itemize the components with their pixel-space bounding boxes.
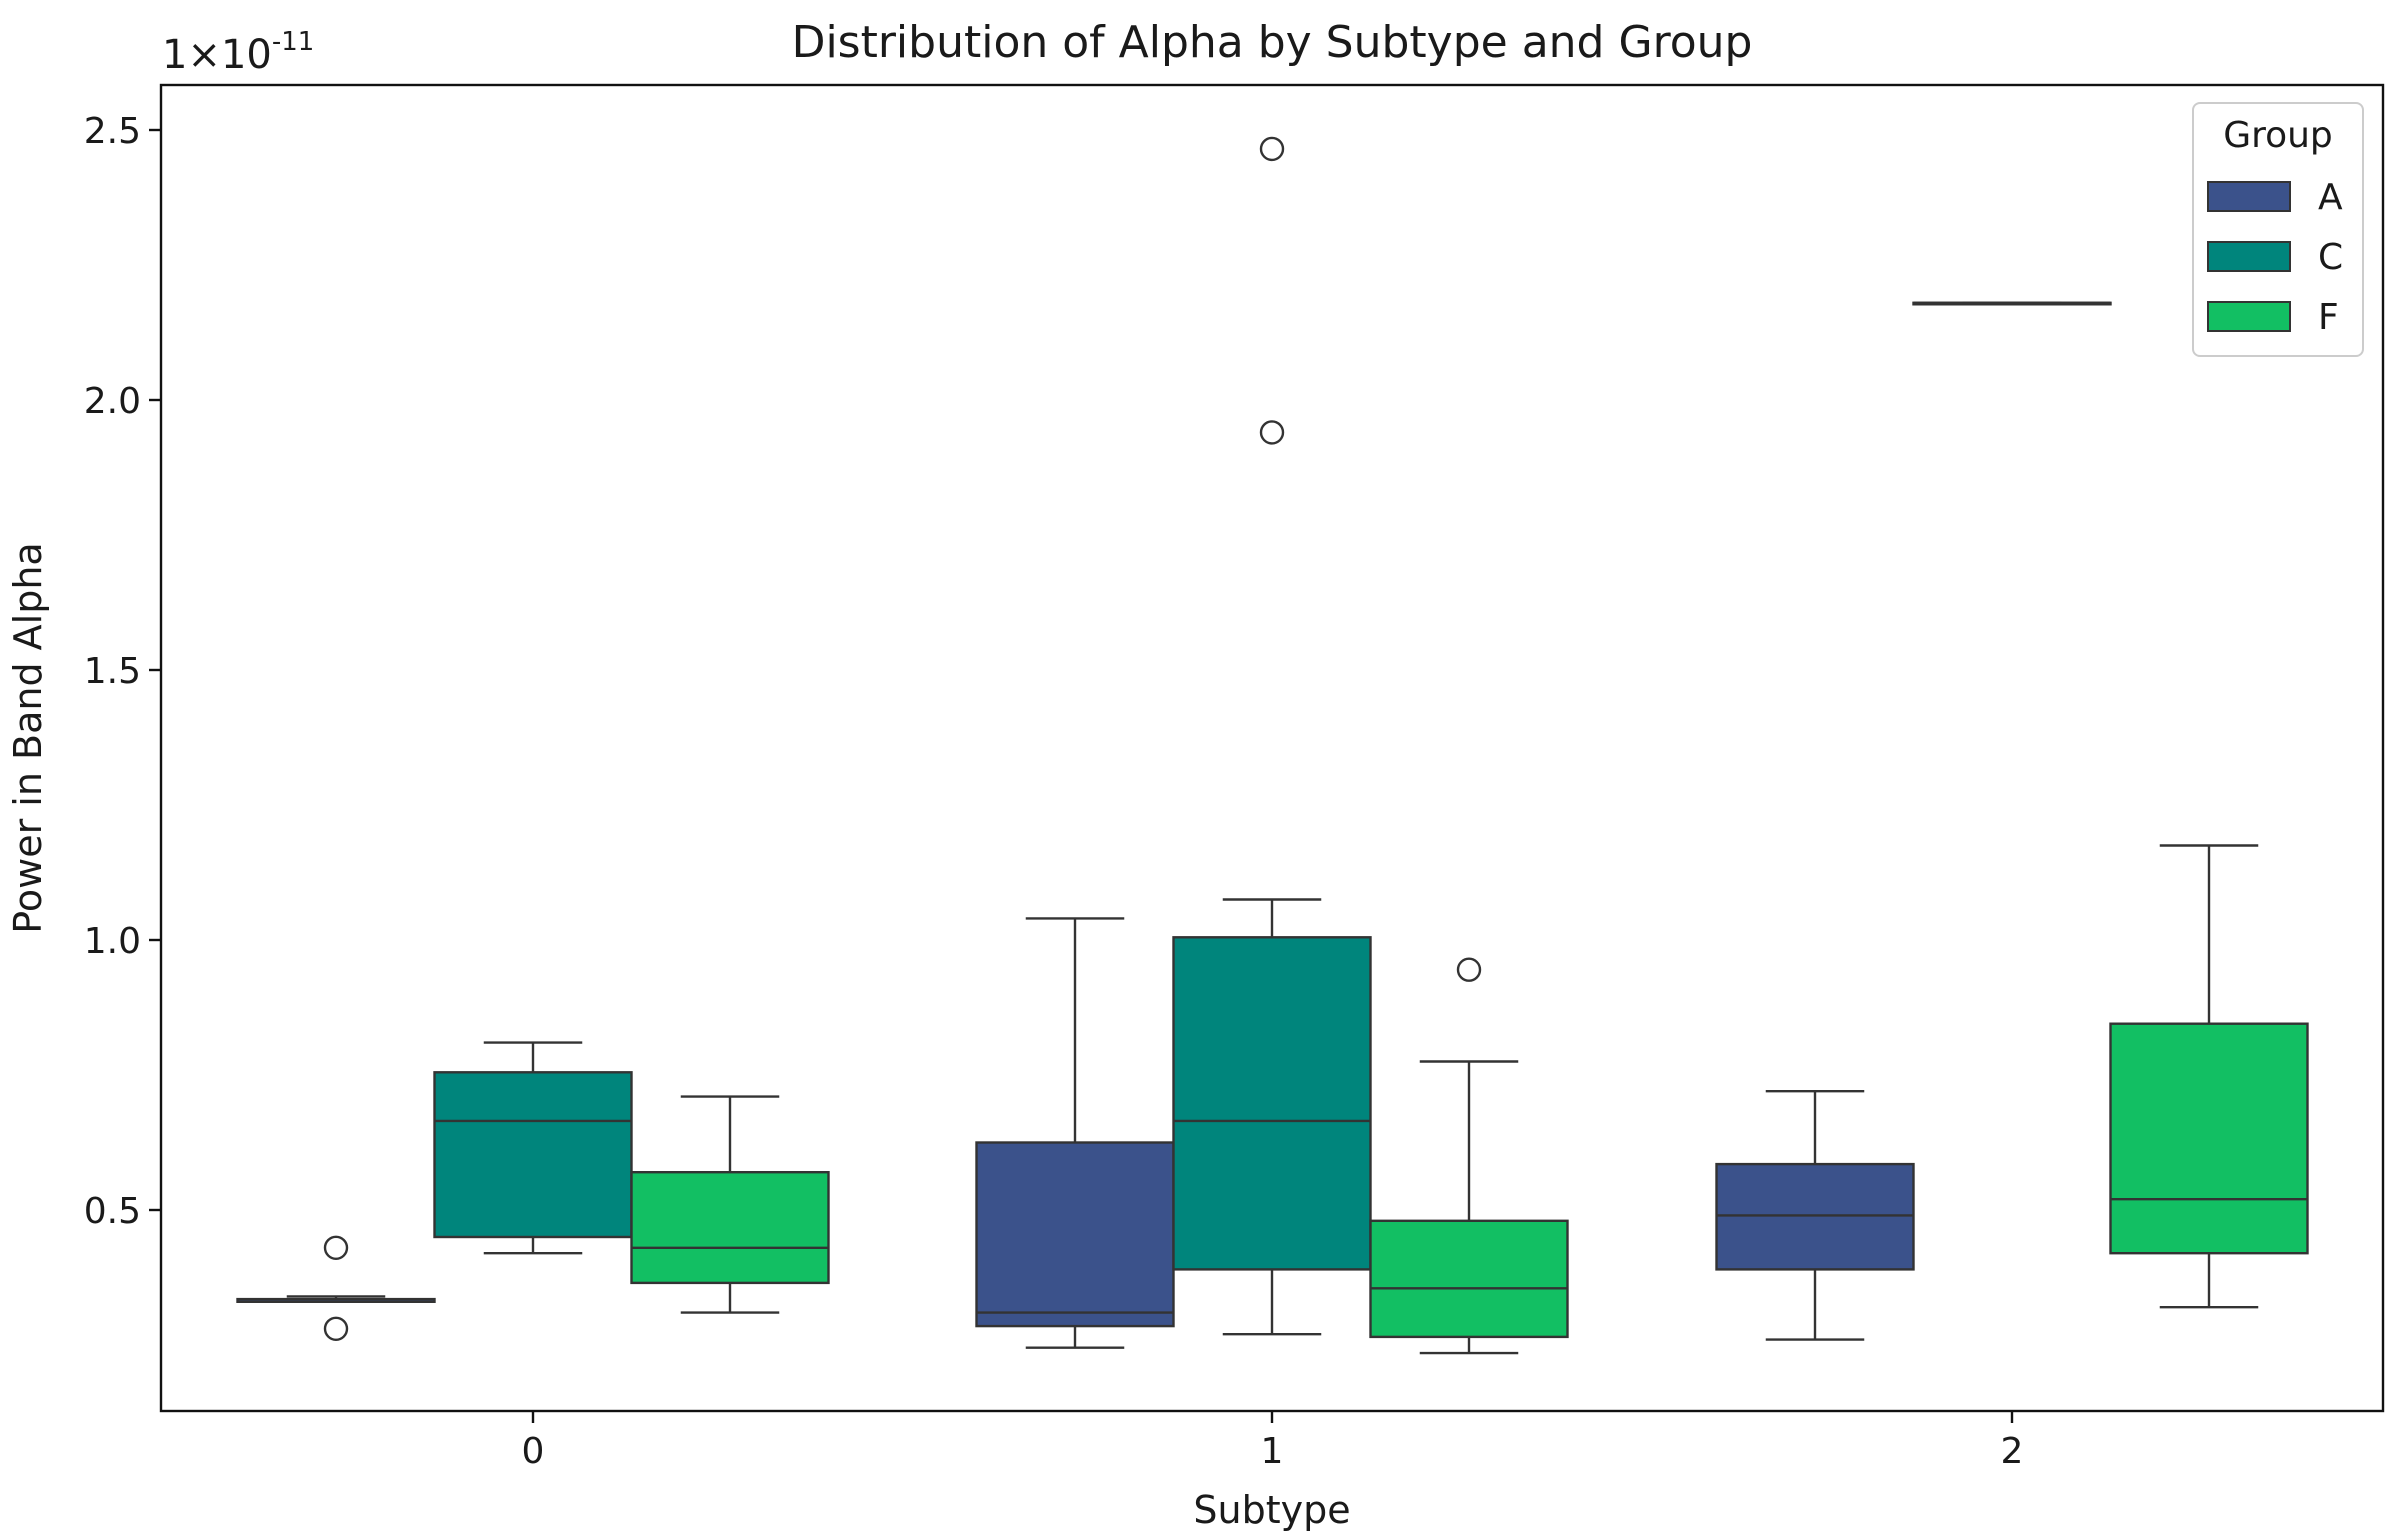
legend-title: Group [2223, 115, 2333, 156]
x-tick-label: 0 [522, 1431, 545, 1472]
box-C-subtype-2 [1912, 301, 2112, 306]
legend-label: A [2318, 177, 2343, 218]
outlier-point [323, 1235, 349, 1261]
y-axis-scale-exponent: -11 [272, 27, 314, 57]
y-tick-label: 2.0 [84, 381, 141, 422]
legend-swatch [2207, 181, 2291, 212]
box-A-subtype-0 [236, 1235, 436, 1342]
box-C-subtype-0 [433, 1041, 633, 1255]
box-body [2109, 1022, 2309, 1255]
legend-item-F: F [2207, 297, 2339, 338]
box-F-subtype-0 [630, 1095, 830, 1314]
legend-swatch [2207, 301, 2291, 332]
y-tick-label: 2.5 [84, 111, 141, 152]
outlier-point [323, 1316, 349, 1342]
box-body [975, 1141, 1175, 1328]
box-body [630, 1170, 830, 1285]
box-body [1369, 1219, 1569, 1339]
box-F-subtype-1 [1369, 957, 1569, 1355]
y-tick-label: 0.5 [84, 1191, 141, 1232]
box-A-subtype-2 [1715, 1089, 1915, 1341]
y-axis-scale-label: 1×10-11 [162, 27, 314, 78]
x-axis-label: Subtype [1193, 1488, 1350, 1532]
box-body [433, 1071, 633, 1239]
outlier-point [1259, 420, 1285, 445]
box-body [1715, 1162, 1915, 1271]
legend-swatch [2207, 241, 2291, 272]
box-F-subtype-2 [2109, 844, 2309, 1309]
x-tick-label: 2 [2001, 1431, 2024, 1472]
chart-title: Distribution of Alpha by Subtype and Gro… [792, 17, 1753, 68]
legend-label: C [2318, 237, 2343, 278]
box-C-subtype-1 [1172, 136, 1372, 1336]
x-tick-label: 1 [1261, 1431, 1284, 1472]
legend-item-A: A [2207, 177, 2343, 218]
legend-frame [2192, 102, 2364, 357]
legend-item-C: C [2207, 237, 2343, 278]
outlier-point [1456, 957, 1482, 982]
y-tick-label: 1.5 [84, 651, 141, 692]
outlier-point [1259, 136, 1285, 162]
legend: Group ACF [2192, 102, 2364, 357]
legend-label: F [2318, 297, 2339, 338]
y-axis-label: Power in Band Alpha [6, 542, 50, 933]
box-A-subtype-1 [975, 917, 1175, 1349]
box-body [1172, 936, 1372, 1271]
y-tick-label: 1.0 [84, 921, 141, 962]
